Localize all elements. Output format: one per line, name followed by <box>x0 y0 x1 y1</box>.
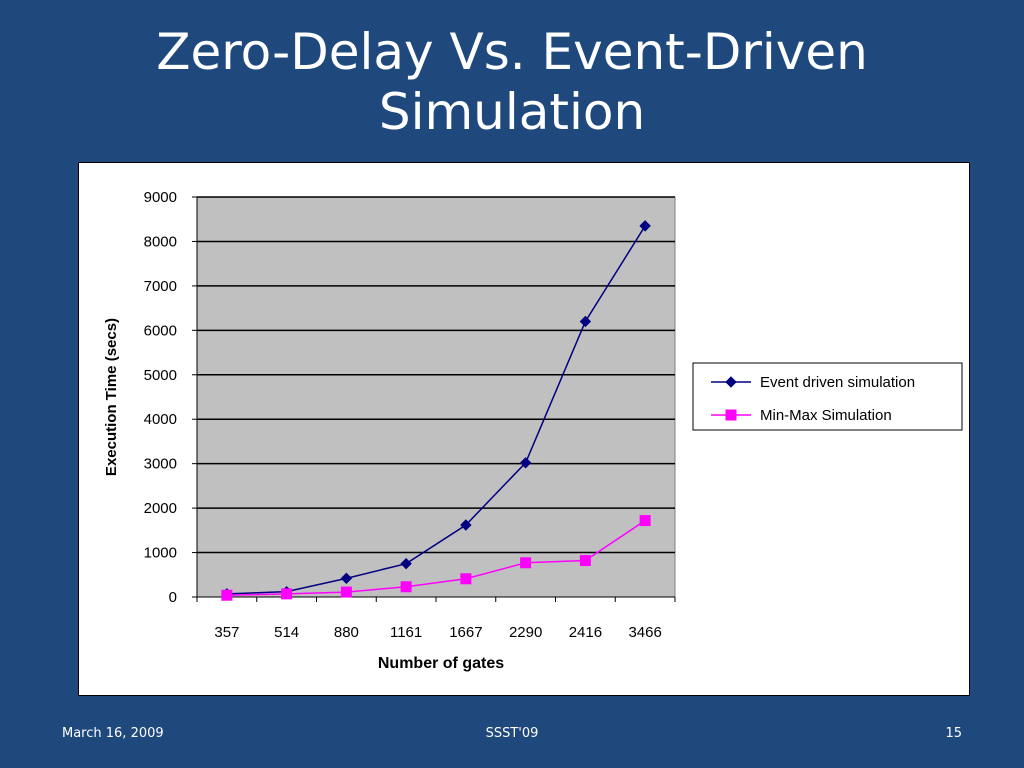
legend-marker <box>725 376 737 388</box>
plot-area <box>196 196 676 598</box>
data-point <box>460 573 472 585</box>
legend: Event driven simulation Min-Max Simulatio… <box>692 362 963 431</box>
y-tick-label: 8000 <box>144 233 177 250</box>
y-tick-label: 9000 <box>144 189 177 206</box>
y-tick-label: 3000 <box>144 456 177 473</box>
data-point <box>579 555 591 567</box>
x-tick-label: 1161 <box>390 624 422 641</box>
y-tick-label: 2000 <box>144 500 177 517</box>
x-tick-label: 514 <box>274 624 299 641</box>
y-tick-label: 4000 <box>144 411 177 428</box>
x-tick-label: 2416 <box>569 624 602 641</box>
x-tick-label: 357 <box>214 624 239 641</box>
x-axis-label: Number of gates <box>378 655 504 672</box>
y-tick-label: 1000 <box>144 545 177 562</box>
data-point <box>221 589 233 601</box>
data-point <box>639 220 651 232</box>
footer-conference: SSST'09 <box>485 726 539 741</box>
series-line-0 <box>226 225 646 595</box>
x-tick-label: 880 <box>334 624 359 641</box>
data-point <box>281 588 293 600</box>
data-point <box>520 557 532 569</box>
slide-title-line1: Zero-Delay Vs. Event-Driven <box>156 23 868 81</box>
y-tick-label: 0 <box>169 589 177 606</box>
footer-page-number: 15 <box>945 726 962 741</box>
x-tick-label: 3466 <box>628 624 661 641</box>
chart-container: 0 1000 2000 3000 4000 5000 6000 7000 8000 9000 357… <box>78 162 970 696</box>
y-axis-label: Execution Time (secs) <box>103 318 120 476</box>
y-tick-label: 6000 <box>144 322 177 339</box>
y-tick-label: 5000 <box>144 367 177 384</box>
legend-label: Min-Max Simulation <box>760 407 892 424</box>
legend-box <box>692 362 963 431</box>
slide-title: Zero-Delay Vs. Event-Driven Simulation <box>0 22 1024 142</box>
data-point <box>340 586 352 598</box>
data-point <box>400 581 412 593</box>
data-point <box>340 572 353 585</box>
data-point <box>639 515 651 527</box>
data-point <box>460 519 472 531</box>
y-tick-label: 7000 <box>144 278 177 295</box>
data-point <box>579 315 592 328</box>
legend-marker <box>725 409 737 421</box>
footer-date: March 16, 2009 <box>62 726 164 741</box>
line-chart: 0 1000 2000 3000 4000 5000 6000 7000 8000 9000 357… <box>103 189 963 672</box>
legend-label: Event driven simulation <box>760 374 915 391</box>
data-point <box>519 457 532 469</box>
x-tick-label: 2290 <box>509 624 542 641</box>
data-point <box>400 557 412 570</box>
slide-title-line2: Simulation <box>378 83 646 141</box>
x-tick-label: 1667 <box>449 624 482 641</box>
series-line-1 <box>226 519 646 596</box>
